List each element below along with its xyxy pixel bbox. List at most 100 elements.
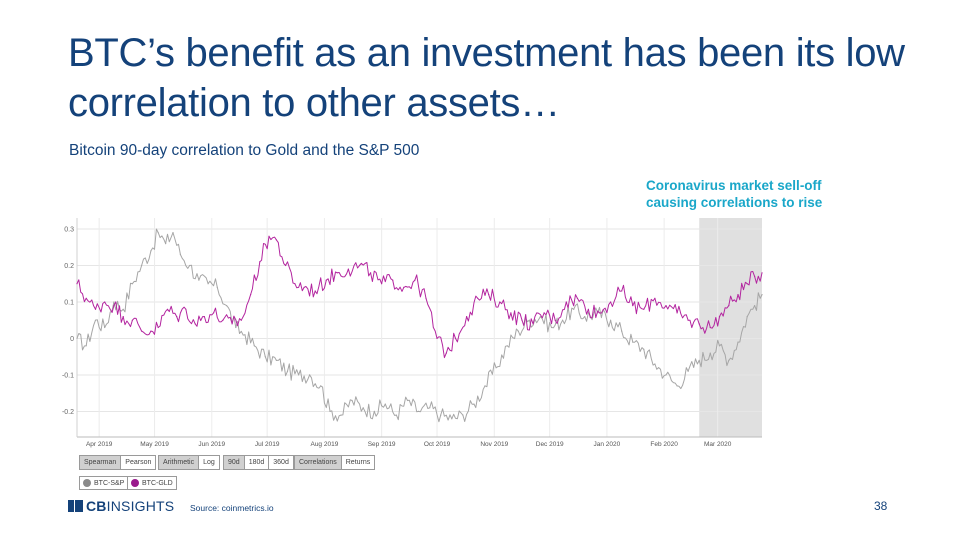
data-point-btc-gld bbox=[347, 268, 349, 270]
data-point-btc-gld bbox=[488, 294, 490, 296]
data-point-btc-gld bbox=[336, 272, 338, 274]
data-point-btc-gld bbox=[122, 316, 124, 318]
cb-logo-icon bbox=[68, 500, 83, 512]
data-point-btc-sp bbox=[320, 385, 322, 387]
data-point-btc-gld bbox=[499, 301, 501, 303]
data-point-btc-gld bbox=[325, 279, 327, 281]
data-point-btc-gld bbox=[150, 330, 152, 332]
data-point-btc-sp bbox=[253, 345, 255, 347]
data-point-btc-sp bbox=[665, 374, 667, 376]
y-tick-label: -0.1 bbox=[62, 372, 74, 379]
data-point-btc-gld bbox=[477, 297, 479, 299]
data-point-btc-gld bbox=[554, 319, 556, 321]
data-point-btc-sp bbox=[506, 345, 508, 347]
data-point-btc-sp bbox=[264, 356, 266, 358]
data-point-btc-sp bbox=[131, 283, 133, 285]
data-point-btc-sp bbox=[528, 319, 531, 321]
data-point-btc-gld bbox=[141, 330, 143, 332]
data-point-btc-sp bbox=[451, 418, 453, 420]
data-point-btc-sp bbox=[141, 264, 143, 267]
data-point-btc-sp bbox=[207, 283, 209, 285]
window-180d-button[interactable]: 180d bbox=[244, 456, 270, 469]
data-point-btc-gld bbox=[113, 305, 115, 307]
legend-swatch bbox=[131, 479, 139, 487]
data-point-btc-sp bbox=[709, 352, 711, 354]
x-tick-label: May 2019 bbox=[140, 441, 169, 448]
arithmetic-button[interactable]: Arithmetic bbox=[159, 456, 200, 469]
data-point-btc-sp bbox=[754, 305, 756, 307]
x-tick-label: Dec 2019 bbox=[536, 441, 564, 448]
slide-subtitle: Bitcoin 90-day correlation to Gold and t… bbox=[69, 142, 420, 159]
data-point-btc-gld bbox=[728, 305, 730, 307]
y-tick-label: 0 bbox=[70, 336, 74, 343]
spearman-button[interactable]: Spearman bbox=[80, 456, 122, 469]
x-tick-label: Mar 2020 bbox=[704, 441, 732, 448]
data-point-btc-sp bbox=[298, 374, 300, 376]
legend-item-btc-gld[interactable]: BTC-GLD bbox=[127, 476, 177, 490]
data-point-btc-gld bbox=[632, 305, 634, 307]
data-point-btc-gld bbox=[521, 319, 523, 321]
data-point-btc-sp bbox=[94, 319, 97, 321]
data-point-btc-sp bbox=[373, 410, 375, 412]
data-point-btc-sp bbox=[718, 345, 721, 347]
data-point-btc-gld bbox=[510, 312, 512, 314]
legend-item-btc-sp[interactable]: BTC-S&P bbox=[79, 476, 129, 490]
data-point-btc-sp bbox=[473, 403, 475, 405]
data-point-btc-gld bbox=[709, 326, 711, 329]
data-point-btc-gld bbox=[381, 283, 383, 285]
data-point-btc-gld bbox=[392, 279, 394, 281]
data-point-btc-gld bbox=[425, 297, 427, 299]
window-90d-button[interactable]: 90d bbox=[224, 456, 245, 469]
x-tick-label: Aug 2019 bbox=[310, 441, 338, 448]
pearson-button[interactable]: Pearson bbox=[121, 456, 156, 469]
plot-area bbox=[77, 218, 762, 437]
correlations-button[interactable]: Correlations bbox=[295, 456, 342, 469]
data-point-btc-sp bbox=[643, 348, 645, 350]
data-point-btc-gld bbox=[718, 316, 721, 318]
x-tick-label: Apr 2019 bbox=[86, 441, 113, 448]
data-point-btc-sp bbox=[484, 385, 486, 387]
annotation-line-1: Coronavirus market sell-off bbox=[646, 178, 822, 193]
data-point-btc-sp bbox=[584, 316, 586, 318]
data-point-btc-sp bbox=[351, 399, 353, 402]
data-point-btc-sp bbox=[165, 243, 167, 245]
data-point-btc-gld bbox=[213, 312, 215, 314]
data-point-btc-sp bbox=[189, 264, 191, 267]
data-point-btc-sp bbox=[340, 414, 342, 416]
log-button[interactable]: Log bbox=[199, 456, 219, 469]
highlight-region bbox=[699, 218, 762, 437]
legend-label: BTC-S&P bbox=[94, 479, 125, 487]
data-point-btc-sp bbox=[113, 301, 115, 303]
x-tick-label: Jan 2020 bbox=[594, 441, 621, 448]
data-point-btc-gld bbox=[250, 294, 252, 296]
data-point-btc-gld bbox=[314, 290, 316, 292]
data-point-btc-sp bbox=[122, 308, 124, 310]
window-360d-button[interactable]: 360d bbox=[269, 456, 293, 469]
data-point-btc-sp bbox=[85, 345, 87, 347]
data-point-btc-gld bbox=[754, 275, 756, 277]
page-number: 38 bbox=[874, 499, 888, 513]
data-point-btc-gld bbox=[565, 301, 567, 303]
y-tick-label: 0.2 bbox=[64, 263, 74, 270]
data-point-btc-sp bbox=[687, 370, 689, 372]
data-point-btc-sp bbox=[286, 370, 289, 372]
x-tick-label: Feb 2020 bbox=[650, 441, 678, 448]
data-point-btc-gld bbox=[358, 264, 361, 267]
data-point-btc-sp bbox=[654, 363, 656, 365]
data-point-btc-sp bbox=[737, 341, 739, 343]
data-point-btc-gld bbox=[436, 337, 438, 339]
data-point-btc-gld bbox=[166, 308, 169, 310]
data-point-btc-gld bbox=[543, 312, 545, 314]
y-tick-label: -0.2 bbox=[62, 409, 74, 416]
y-tick-label: 0.3 bbox=[64, 226, 74, 233]
slide-title: BTC’s benefit as an investment has been … bbox=[68, 31, 905, 125]
returns-button[interactable]: Returns bbox=[341, 456, 375, 469]
data-point-btc-gld bbox=[85, 297, 87, 299]
data-point-btc-gld bbox=[203, 316, 205, 318]
data-point-btc-gld bbox=[370, 272, 372, 274]
data-point-btc-gld bbox=[294, 283, 296, 285]
cb-insights-logo: CBINSIGHTS bbox=[68, 498, 174, 514]
data-point-btc-sp bbox=[429, 407, 431, 409]
data-point-btc-sp bbox=[418, 410, 420, 412]
